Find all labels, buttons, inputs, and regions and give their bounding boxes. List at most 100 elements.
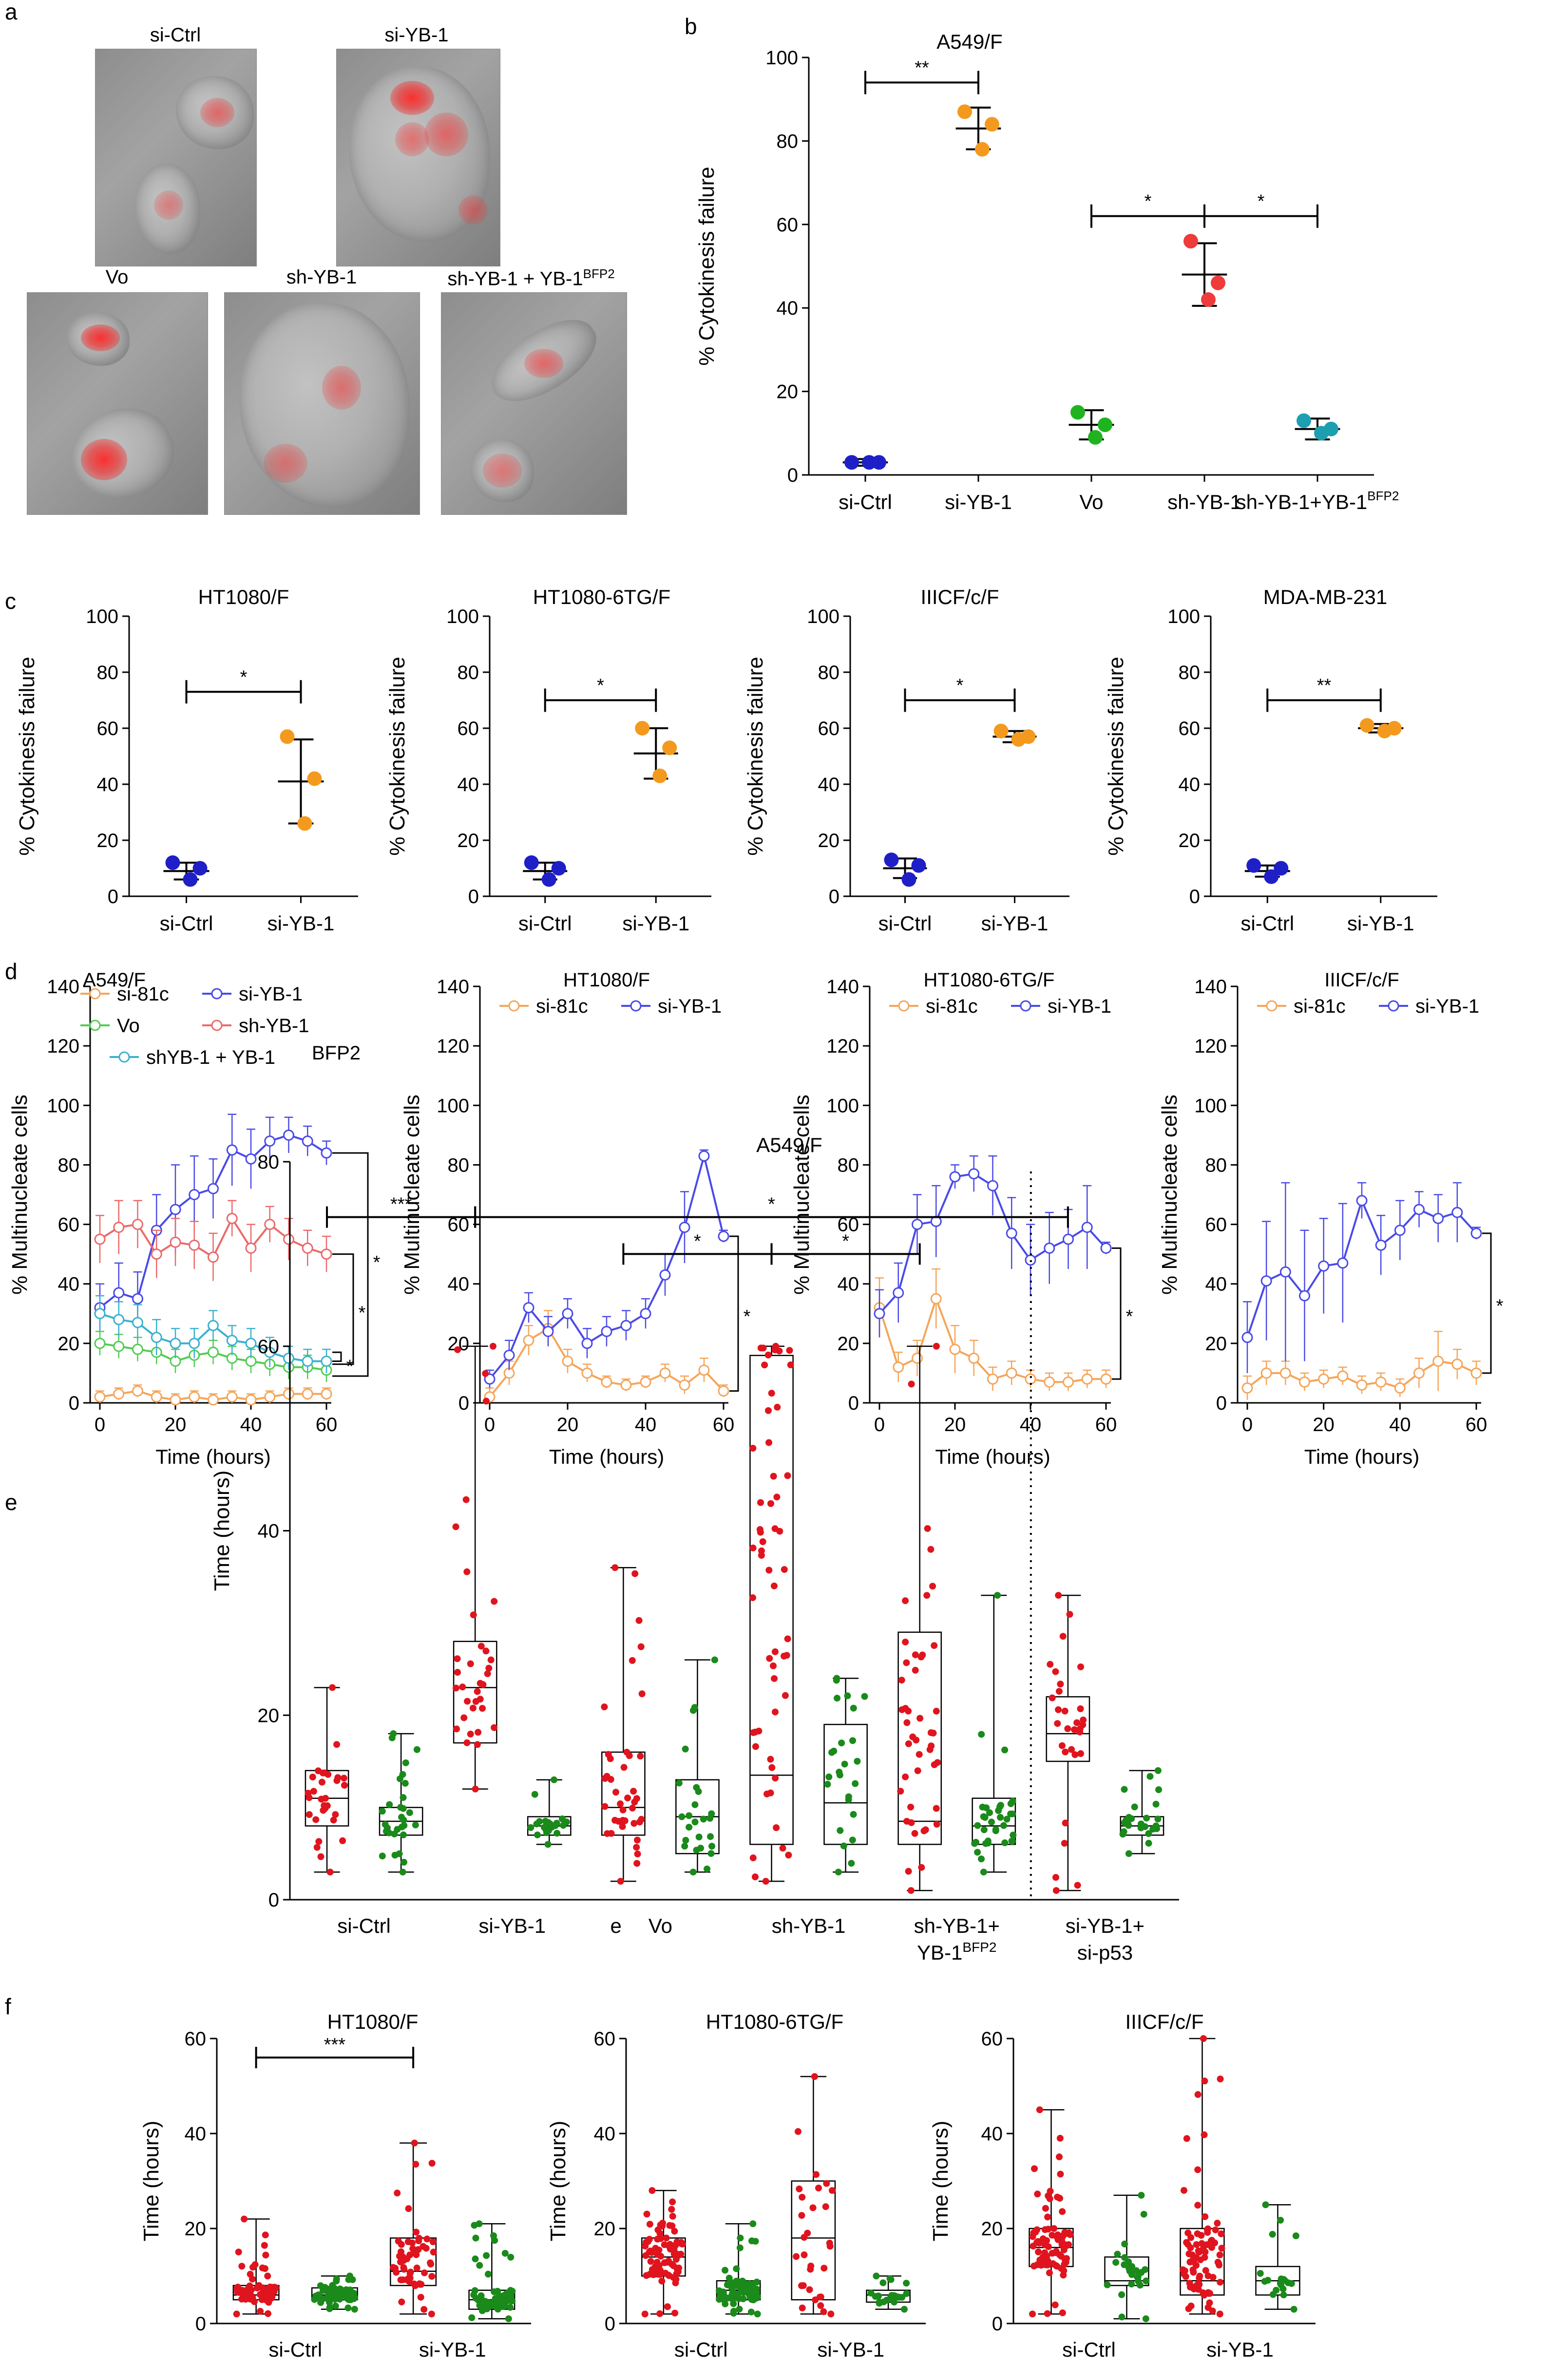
nucleus-signal (483, 453, 522, 488)
box-data-point (771, 1346, 779, 1354)
box-data-point (393, 2268, 400, 2276)
box-data-point (873, 2272, 880, 2280)
box-data-point (978, 1731, 985, 1738)
box-data-point (849, 1836, 856, 1844)
box-data-point (1058, 1742, 1066, 1749)
y-tick-label: 60 (777, 214, 799, 236)
box-data-point (700, 1815, 707, 1823)
box-data-point (398, 2298, 405, 2305)
data-point (183, 872, 198, 887)
box-data-point (454, 1346, 461, 1353)
series-marker (581, 1367, 593, 1379)
box-data-point (324, 2296, 332, 2303)
chart-title: IIICF/c/F (1324, 969, 1399, 991)
box-data-point (1137, 1824, 1144, 1832)
box-data-point (913, 1737, 920, 1744)
box-data-point (1071, 1726, 1078, 1733)
box-data-point (1034, 2238, 1042, 2245)
series-marker (189, 1338, 200, 1349)
box-data-point (491, 2288, 498, 2295)
box-data-point (766, 1655, 773, 1662)
series-marker (484, 1373, 496, 1385)
box-data-point (1132, 2267, 1140, 2274)
y-tick-label: 20 (818, 830, 840, 851)
y-tick-label: 0 (468, 886, 479, 907)
box-data-point (659, 2223, 666, 2230)
box-data-point (995, 1807, 1002, 1814)
legend-marker (1266, 1000, 1278, 1012)
box-data-point (824, 1780, 831, 1788)
box-data-point (389, 2264, 397, 2271)
box-data-point (1052, 1874, 1059, 1881)
box-data-point (248, 2275, 256, 2283)
box-data-point (411, 2139, 418, 2147)
box-data-point (630, 1820, 638, 1827)
box-data-point (749, 1854, 757, 1862)
y-tick-label: 40 (1205, 1274, 1227, 1295)
legend-label: shYB-1 + YB-1 (146, 1047, 275, 1068)
box-data-point (923, 1592, 931, 1599)
box-data-point (813, 2171, 820, 2178)
box-data-point (656, 2230, 664, 2237)
chart-title: HT1080/F (327, 2010, 419, 2033)
box-data-point (786, 1347, 793, 1354)
box-data-point (1066, 1611, 1073, 1618)
box-data-point (707, 1850, 715, 1857)
x-category-label: si-YB-1 (1206, 2338, 1274, 2361)
nucleus-signal (81, 324, 120, 351)
box-data-point (402, 1759, 409, 1766)
box-data-point (834, 1695, 841, 1702)
legend-marker (508, 1000, 520, 1012)
series-marker (226, 1391, 238, 1403)
y-tick-label: 60 (458, 718, 479, 739)
box-data-point (978, 1855, 985, 1863)
y-tick-label: 0 (787, 465, 798, 486)
box-data-point (1143, 1814, 1150, 1822)
box-data-point (406, 1809, 413, 1816)
box-data-point (901, 2305, 908, 2313)
box-data-point (972, 1838, 979, 1846)
chart-title: A549/F (83, 969, 146, 991)
chart-f2: HT1080-6TG/F 0 20 40 60 Time (hours) si-Ctrl si… (546, 2010, 926, 2361)
sig-label: *** (324, 2035, 346, 2055)
box-data-point (902, 1773, 909, 1780)
box-data-point (1281, 2277, 1288, 2284)
box-data-point (787, 1361, 794, 1369)
series-marker (1006, 1367, 1017, 1379)
box-data-point (603, 1773, 610, 1780)
box-data-point (398, 1813, 405, 1821)
series-marker (302, 1356, 313, 1367)
y-tick-label: 120 (437, 1036, 469, 1057)
box-data-point (611, 1564, 619, 1571)
data-point (957, 104, 972, 119)
sig-bracket (332, 1351, 342, 1362)
micro-label-sh-yb1: sh-YB-1 (286, 266, 357, 288)
box-data-point (1080, 1716, 1087, 1723)
box-data-point (895, 2294, 902, 2301)
box-data-point (1104, 2281, 1111, 2288)
box-data-point (464, 1698, 471, 1705)
box-data-point (836, 1772, 843, 1779)
box-data-point (897, 1788, 904, 1795)
data-point (1264, 869, 1279, 884)
series-marker (132, 1343, 143, 1355)
y-tick-label: 100 (1194, 1095, 1227, 1116)
box-data-point (621, 1817, 629, 1824)
box-data-point (1214, 2220, 1221, 2227)
box-data-point (838, 1739, 845, 1747)
box-data-point (799, 2193, 806, 2201)
series-marker (283, 1129, 294, 1141)
data-point (884, 852, 899, 868)
box-data-point (1194, 2230, 1201, 2237)
box-data-point (501, 2303, 508, 2310)
box-data-point (1036, 2256, 1044, 2264)
x-axis-label: Time (hours) (155, 1445, 270, 1468)
box-data-point (695, 1788, 702, 1795)
box-data-point (475, 1729, 482, 1736)
box-data-point (471, 2222, 478, 2229)
box-data-point (1194, 2202, 1202, 2209)
y-axis-label: % Multinucleate cells (8, 1095, 32, 1295)
box-data-point (729, 2282, 736, 2289)
series-marker (912, 1219, 923, 1230)
y-tick-label: 20 (1179, 830, 1201, 851)
